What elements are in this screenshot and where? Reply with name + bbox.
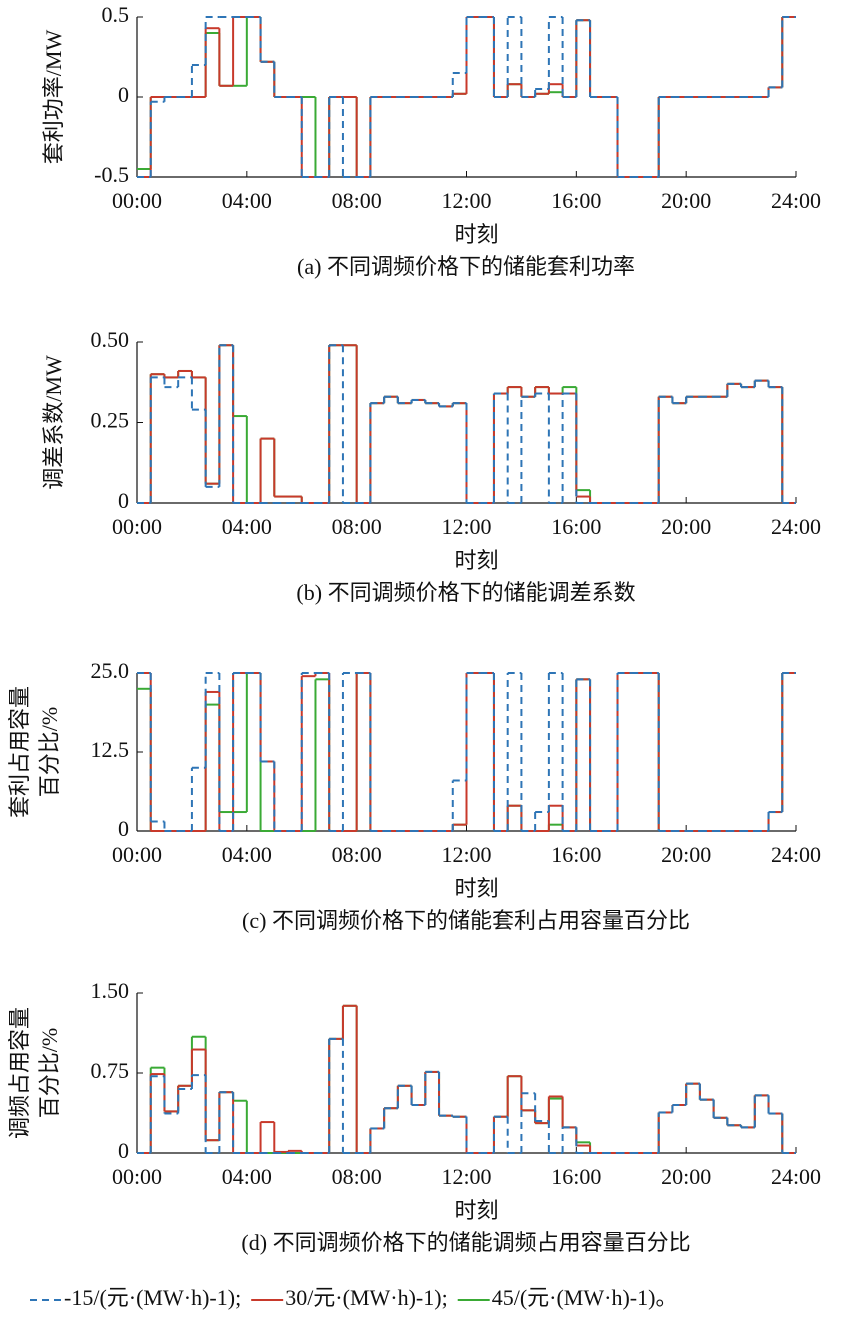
series [137, 672, 796, 832]
y-axis-label: 调差系数/MW [41, 355, 66, 490]
x-axis-label: 时刻 [454, 876, 498, 901]
legend-label: 45/(元·(MW·h)-1) [492, 1285, 656, 1310]
x-tick-label: 08:00 [332, 842, 382, 867]
y-tick-label: 0.5 [102, 2, 130, 27]
x-tick-label: 00:00 [112, 514, 162, 539]
y-tick-label: 0.25 [91, 408, 130, 433]
x-axis-label: 时刻 [454, 548, 498, 573]
series [137, 16, 796, 178]
legend-punctuation: ; [442, 1285, 448, 1310]
caption: (a) 不同调频价格下的储能套利功率 [297, 254, 635, 279]
x-tick-label: 16:00 [551, 514, 601, 539]
x-tick-label: 00:00 [112, 188, 162, 213]
caption: (b) 不同调频价格下的储能调差系数 [296, 580, 635, 605]
x-tick-label: 24:00 [771, 842, 821, 867]
x-tick-label: 00:00 [112, 1164, 162, 1189]
x-axis-label: 时刻 [454, 1198, 498, 1223]
y-axis-label: 套利占用容量 [7, 686, 32, 818]
x-tick-label: 20:00 [661, 1164, 711, 1189]
y-tick-label: 12.5 [91, 737, 130, 762]
x-tick-label: 08:00 [332, 188, 382, 213]
x-tick-label: 20:00 [661, 514, 711, 539]
x-tick-label: 12:00 [441, 842, 491, 867]
legend-punctuation: 。 [655, 1285, 677, 1310]
x-tick-label: 24:00 [771, 188, 821, 213]
legend-label: -15/(元·(MW·h)-1) [64, 1285, 235, 1310]
x-tick-label: 04:00 [222, 514, 272, 539]
x-tick-label: 16:00 [551, 188, 601, 213]
x-tick-label: 08:00 [332, 1164, 382, 1189]
y-tick-label: 0.50 [91, 327, 130, 352]
x-tick-label: 00:00 [112, 842, 162, 867]
x-tick-label: 24:00 [771, 514, 821, 539]
x-tick-label: 12:00 [441, 514, 491, 539]
legend-punctuation: ; [235, 1285, 241, 1310]
x-tick-label: 08:00 [332, 514, 382, 539]
y-axis-label: 百分比/% [37, 1028, 62, 1118]
x-tick-label: 12:00 [441, 1164, 491, 1189]
y-axis-label: 调频占用容量 [7, 1007, 32, 1139]
series [137, 1037, 796, 1154]
x-tick-label: 16:00 [551, 842, 601, 867]
caption: (d) 不同调频价格下的储能调频占用容量百分比 [241, 1230, 690, 1255]
y-tick-label: 1.50 [91, 978, 130, 1003]
x-tick-label: 20:00 [661, 842, 711, 867]
y-axis-label: 套利功率/MW [41, 30, 66, 165]
y-tick-label: 0 [118, 488, 129, 513]
x-tick-label: 04:00 [222, 1164, 272, 1189]
legend-label: 30/元·(MW·h)-1) [285, 1285, 441, 1310]
x-tick-label: 12:00 [441, 188, 491, 213]
caption: (c) 不同调频价格下的储能套利占用容量百分比 [242, 908, 690, 933]
x-tick-label: 24:00 [771, 1164, 821, 1189]
series [137, 344, 796, 504]
y-tick-label: 25.0 [91, 658, 130, 683]
series [137, 16, 796, 178]
y-tick-label: 0 [118, 82, 129, 107]
x-tick-label: 16:00 [551, 1164, 601, 1189]
y-tick-label: 0.75 [91, 1058, 130, 1083]
y-tick-label: -0.5 [94, 162, 129, 187]
x-tick-label: 20:00 [661, 188, 711, 213]
y-axis-label: 百分比/% [37, 707, 62, 797]
x-tick-label: 04:00 [222, 188, 272, 213]
y-tick-label: 0 [118, 816, 129, 841]
y-tick-label: 0 [118, 1138, 129, 1163]
x-tick-label: 04:00 [222, 842, 272, 867]
x-axis-label: 时刻 [454, 222, 498, 247]
